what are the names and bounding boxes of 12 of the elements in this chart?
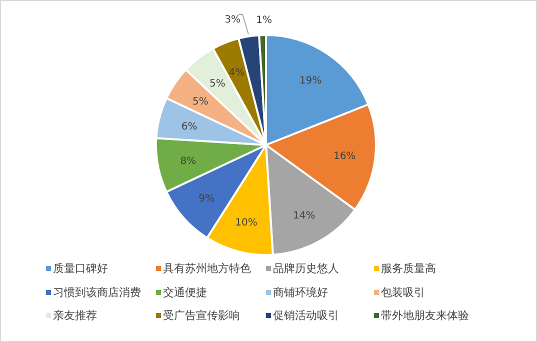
data-label: 4% xyxy=(228,67,245,78)
data-label: 1% xyxy=(256,15,272,26)
data-label: 10% xyxy=(235,218,258,229)
data-label: 3% xyxy=(224,14,241,26)
data-label: 16% xyxy=(333,150,356,162)
data-label: 19% xyxy=(299,75,322,86)
data-label: 6% xyxy=(181,121,198,132)
data-label: 14% xyxy=(293,210,316,222)
data-label: 5% xyxy=(210,78,226,90)
data-label: 5% xyxy=(192,96,208,108)
data-label: 9% xyxy=(198,193,215,204)
data-label: 8% xyxy=(180,156,196,167)
